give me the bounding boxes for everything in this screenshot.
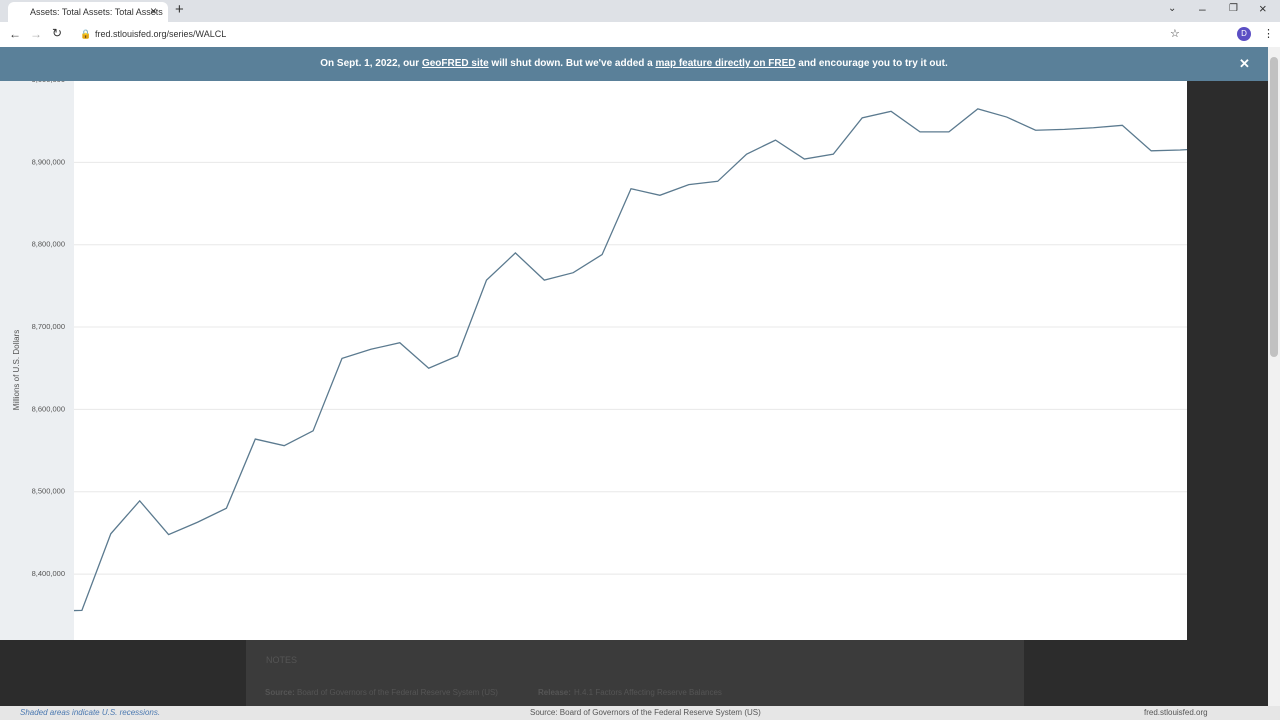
plot-area (74, 81, 1187, 640)
release-label: Release: (538, 688, 571, 697)
banner-close[interactable]: ✕ (1239, 56, 1250, 71)
announcement-banner: On Sept. 1, 2022, our GeoFRED site will … (0, 47, 1268, 81)
notes-panel: NOTES Source: Board of Governors of the … (246, 640, 1024, 706)
reload[interactable]: ↻ (52, 26, 63, 40)
close-window[interactable]: × (1259, 1, 1267, 16)
new-tab[interactable]: + (175, 1, 184, 18)
chart: Millions of U.S. Dollars 8,400,000 8,500,… (0, 75, 1187, 640)
y-tick-label: 8,500,000 (32, 487, 65, 496)
release-link[interactable]: H.4.1 Factors Affecting Reserve Balances (574, 688, 722, 697)
notes-heading: NOTES (266, 655, 298, 665)
restore[interactable]: ❐ (1229, 3, 1238, 14)
footer-source: Source: Board of Governors of the Federa… (530, 708, 761, 717)
address-bar: ← → ↻ 🔒 fred.stlouisfed.org/series/WALCL… (0, 22, 1280, 48)
url[interactable]: fred.stlouisfed.org/series/WALCL (95, 29, 227, 39)
source-link[interactable]: Board of Governors of the Federal Reserv… (297, 688, 498, 697)
menu[interactable]: ⋮ (1263, 28, 1274, 40)
tab-title: Assets: Total Assets: Total Assets (30, 7, 163, 17)
axis-panel (0, 81, 74, 640)
y-tick-label: 8,900,000 (32, 157, 65, 166)
y-tick-label: 8,700,000 (32, 322, 65, 331)
tab[interactable]: Assets: Total Assets: Total Assets × (8, 2, 168, 22)
banner-link[interactable]: GeoFRED site (421, 58, 489, 69)
chart-footer: Shaded areas indicate U.S. recessions. S… (0, 706, 1280, 720)
y-tick-label: 8,400,000 (32, 569, 65, 578)
bookmark[interactable]: ☆ (1170, 28, 1180, 40)
source-label: Source: (265, 688, 295, 697)
data-line (74, 108, 1187, 612)
banner-text: On Sept. 1, 2022, our (320, 58, 422, 69)
scroll-thumb[interactable] (1270, 57, 1278, 357)
minimize[interactable]: – (1199, 2, 1206, 16)
y-tick-label: 8,800,000 (32, 240, 65, 249)
y-axis-label: Millions of U.S. Dollars (12, 330, 21, 410)
banner-text: will shut down. But we've added a (488, 58, 656, 69)
banner-text: and encourage you to try it out. (795, 58, 948, 69)
tab-bar: Assets: Total Assets: Total Assets × + ⌄… (0, 0, 1280, 22)
forward[interactable]: → (30, 27, 42, 41)
scrollbar[interactable] (1268, 47, 1280, 706)
banner-link[interactable]: map feature directly on FRED (655, 58, 796, 69)
back[interactable]: ← (9, 27, 21, 41)
recession-note: Shaded areas indicate U.S. recessions. (20, 708, 161, 717)
lock[interactable]: 🔒 (80, 29, 92, 39)
profile[interactable]: D (1237, 27, 1251, 41)
y-tick-label: 8,600,000 (32, 404, 65, 413)
footer-site: fred.stlouisfed.org (1144, 708, 1208, 717)
tab-close[interactable]: × (150, 4, 158, 18)
tab-search[interactable]: ⌄ (1168, 3, 1177, 14)
